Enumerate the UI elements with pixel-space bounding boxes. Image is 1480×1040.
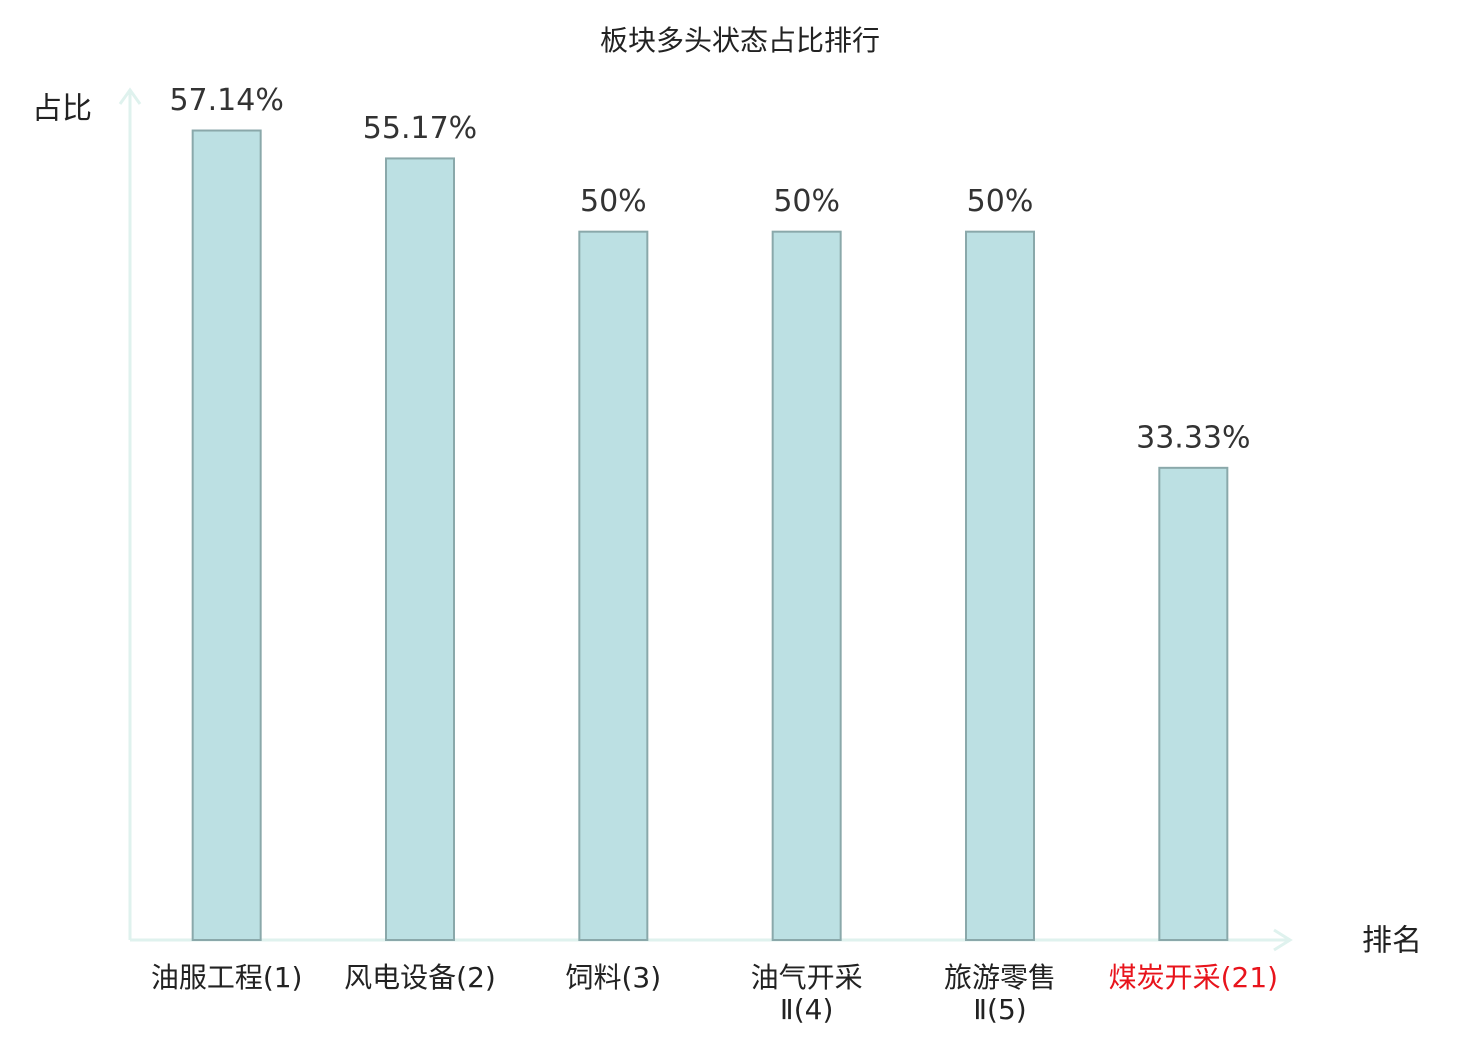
bar [771,230,842,941]
x-tick-label: 油气开采 Ⅱ(4) [750,961,863,1026]
value-label: 50% [580,184,647,219]
bar [965,230,1035,941]
bar [385,157,455,942]
value-label: 57.14% [169,83,283,118]
chart-title: 板块多头状态占比排行 [600,24,880,57]
value-label: 33.33% [1136,420,1250,455]
bar [578,230,649,941]
value-label: 50% [773,184,840,219]
x-tick-label: 旅游零售 Ⅱ(5) [943,961,1056,1026]
value-label: 55.17% [363,111,477,146]
x-tick-label: 油服工程(1) [150,961,303,994]
value-label: 50% [967,184,1034,219]
x-axis-arrow [1273,928,1293,952]
y-axis-arrow [118,87,142,105]
x-tick-label: 风电设备(2) [344,961,496,994]
x-tick-label: 煤炭开采(21) [1108,961,1279,994]
bar [191,129,262,941]
x-axis-label: 排名 [1362,924,1422,959]
bar [1158,466,1229,941]
axes [118,87,1293,952]
y-axis-label: 占比 [32,92,92,127]
x-tick-label: 饲料(3) [565,961,662,994]
